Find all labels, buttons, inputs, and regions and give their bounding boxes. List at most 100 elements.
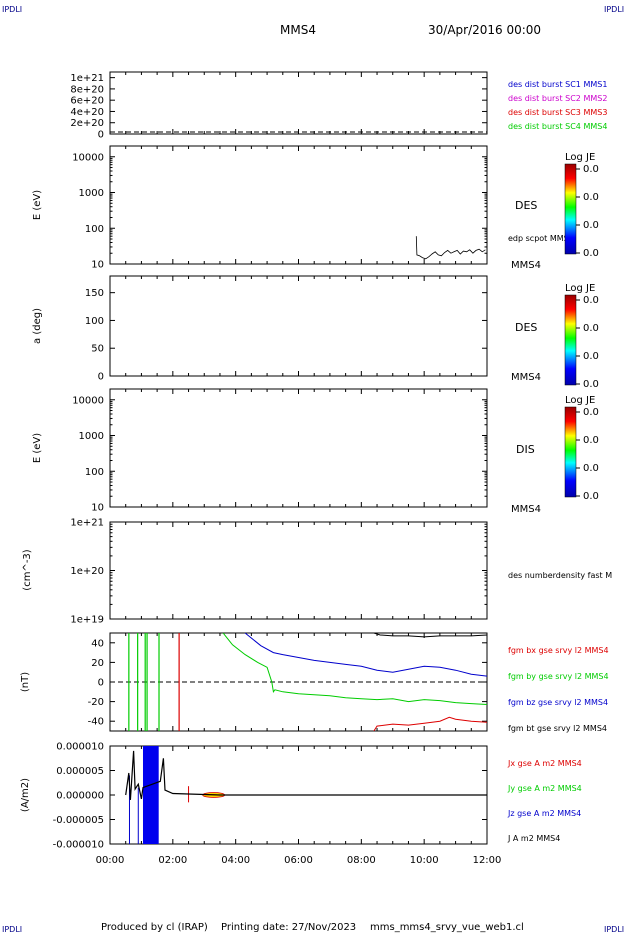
footer-filename: mms_mms4_srvy_vue_web1.cl [370,922,524,933]
corner-tag: MMS4 [511,372,541,383]
side-label: DIS [516,443,535,456]
y-ticks: 10 100 1000 10000 [72,145,488,271]
panel-fgm: -40 -20 0 20 40 (nT) fgm bx gse srvy l2 MMS4… [20,632,609,733]
y-tick-label: -0.000005 [53,815,104,826]
header-datetime: 30/Apr/2016 00:00 [428,23,541,37]
y-tick-label: 1e+21 [70,73,104,84]
legend-entry: J A m2 MMS4 [507,834,560,843]
y-tick-label: 0.000000 [56,791,104,802]
y-ticks: 10 100 1000 10000 [72,388,488,514]
colorbar: Log JE0.00.00.00.0 [564,395,599,502]
y-tick-label: -0.000010 [53,840,104,851]
colorbar-tick-label: 0.0 [583,295,599,306]
colorbar: Log JE0.00.00.00.0 [564,283,599,390]
y-tick-label: 2e+20 [70,118,104,129]
y-tick-label: 4e+20 [70,107,104,118]
y-tick-label: 1000 [79,188,104,199]
colorbar-tick-label: 0.0 [583,192,599,203]
series-line [125,750,487,800]
footer-printing: Printing date: 27/Nov/2023 [221,922,356,933]
y-tick-label: 1e+19 [70,615,104,626]
colorbar-tick-label: 0.0 [583,164,599,175]
x-tick-label: 02:00 [158,855,187,866]
series-group [110,633,487,731]
colorbar-tick-label: 0.0 [583,323,599,334]
legend: fgm bx gse srvy l2 MMS4 fgm by gse srvy l… [508,646,609,733]
legend-entry: fgm by gse srvy l2 MMS4 [508,672,609,681]
colorbar-tick-label: 0.0 [583,220,599,231]
series-line-edp-scpot [415,236,486,260]
y-tick-label: 100 [85,467,104,478]
side-label: DES [515,199,537,212]
overlay-label: edp scpot MMS4 [508,234,574,243]
corner-tag: MMS4 [511,260,541,271]
y-axis-label: (cm^-3) [22,549,33,590]
colorbar-strip [564,163,577,255]
legend-entry: Jz gse A m2 MMS4 [507,809,581,818]
legend-entry: des numberdensity fast M [508,571,612,580]
legend: des dist burst SC1 MMS1 des dist burst SC… [508,80,607,131]
y-tick-label: 0.000010 [56,742,104,753]
y-ticks: 0 50 100 150 [85,276,488,383]
y-tick-label: 1e+20 [70,566,104,577]
y-tick-label: 10000 [72,395,104,406]
y-tick-label: 1e+21 [70,518,104,529]
y-axis-label: E (eV) [32,190,43,220]
panel-current: -0.000010 -0.000005 0.000000 0.000005 0.0000… [20,742,582,867]
panel-des-energy: 10 100 1000 10000 E (eV) DES MMS4 edp scpot… [32,145,599,271]
y-tick-label: -40 [88,717,104,728]
y-tick-label: 150 [85,288,104,299]
panel-frame [109,71,488,135]
panel-frame [109,145,488,265]
legend-entry: Jx gse A m2 MMS4 [507,759,582,768]
y-tick-label: 0.000005 [56,766,104,777]
legend-entry: fgm bz gse srvy l2 MMS4 [508,698,608,707]
y-tick-label: 0 [98,678,104,689]
colorbar-strip [564,406,577,498]
colorbar-label: Log JE [565,152,595,163]
y-tick-label: -20 [88,697,104,708]
y-tick-label: 0 [98,130,104,141]
y-axis-label: (A/m2) [20,778,31,812]
colorbar-tick-label: 0.0 [583,379,599,390]
colorbar-tick-label: 0.0 [583,491,599,502]
series-clip-group [125,746,487,844]
y-tick-label: 0 [98,372,104,383]
y-axis-label: (nT) [20,672,31,692]
footer-producer: Produced by cl (IRAP) [101,922,208,933]
colorbar: Log JE0.00.00.00.0 [564,152,599,259]
legend-entry: fgm bx gse srvy l2 MMS4 [508,646,609,655]
series-group [125,746,487,844]
corner-tag: MMS4 [511,504,541,515]
series-line [373,633,487,638]
series-line [244,633,487,677]
y-tick-label: 100 [85,224,104,235]
colorbar-strip [564,294,577,386]
y-tick-label: 10 [91,503,104,514]
y-tick-label: 8e+20 [70,84,104,95]
y-tick-label: 1000 [79,431,104,442]
fill-band [142,746,159,844]
panel-frame [109,521,488,620]
legend-entry: des dist burst SC4 MMS4 [508,122,607,131]
legend-entry: des dist burst SC1 MMS1 [508,80,607,89]
y-ticks: -0.000010 -0.000005 0.000000 0.000005 0.0000… [53,742,488,851]
corner-label-tl: IPDLI [2,5,22,14]
y-tick-label: 6e+20 [70,96,104,107]
y-tick-label: 50 [91,344,104,355]
x-tick-label: 06:00 [284,855,313,866]
colorbar-tick-label: 0.0 [583,435,599,446]
series-clip-group [110,633,487,731]
colorbar-tick-label: 0.0 [583,351,599,362]
y-axis-label: a (deg) [32,308,43,344]
series-line [222,633,487,705]
panel-frame [109,275,488,377]
corner-label-tr: IPDLI [604,5,624,14]
legend-entry: des dist burst SC2 MMS2 [508,94,607,103]
legend: Jx gse A m2 MMS4 Jy gse A m2 MMS4 Jz gse A… [507,759,582,843]
y-axis-label: E (eV) [32,433,43,463]
